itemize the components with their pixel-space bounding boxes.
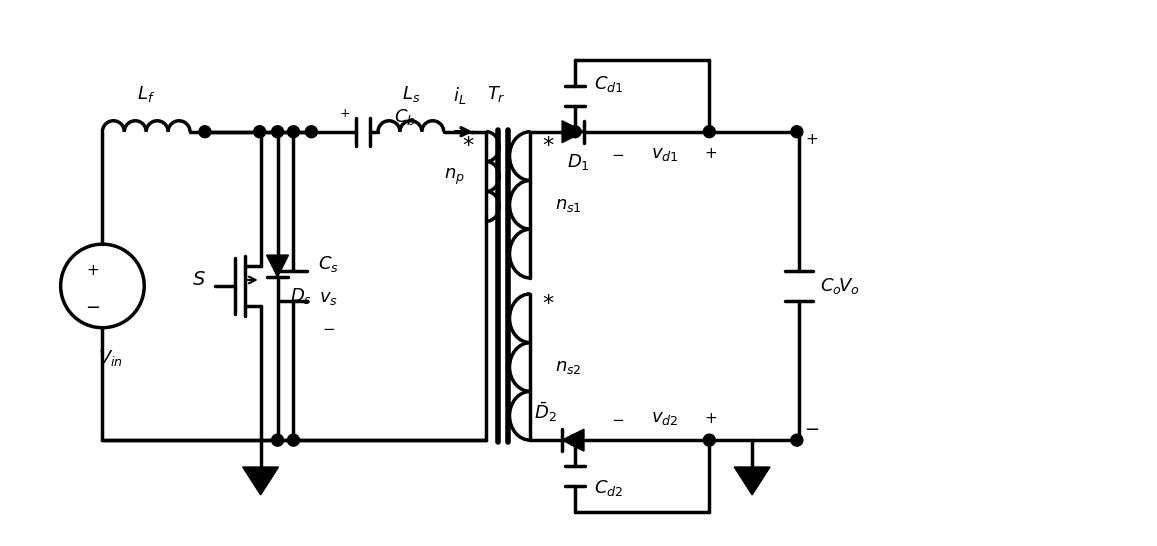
Text: $+$: $+$ (703, 411, 717, 426)
Polygon shape (266, 255, 288, 277)
Text: $n_p$: $n_p$ (444, 167, 465, 187)
Polygon shape (243, 467, 279, 495)
Circle shape (287, 126, 300, 138)
Text: $\bar{D}_2$: $\bar{D}_2$ (533, 400, 557, 424)
Circle shape (253, 126, 266, 138)
Circle shape (199, 126, 211, 138)
Text: $T_r$: $T_r$ (487, 84, 506, 104)
Text: $-$: $-$ (611, 146, 625, 161)
Text: $C_b$: $C_b$ (393, 107, 415, 127)
Text: $L_f$: $L_f$ (138, 84, 155, 104)
Text: $*$: $*$ (463, 134, 474, 153)
Text: $-$: $-$ (84, 297, 100, 315)
Text: $-$: $-$ (611, 411, 625, 426)
Polygon shape (735, 467, 771, 495)
Circle shape (305, 126, 317, 138)
Text: $-$: $-$ (322, 320, 334, 335)
Text: $+$: $+$ (86, 263, 100, 277)
Text: $D_s$: $D_s$ (290, 286, 312, 306)
Text: $+$: $+$ (339, 108, 349, 120)
Text: $V_{in}$: $V_{in}$ (98, 348, 123, 367)
Polygon shape (562, 121, 584, 143)
Text: $C_{d2}$: $C_{d2}$ (595, 478, 624, 498)
Text: $C_{d1}$: $C_{d1}$ (595, 74, 624, 94)
Circle shape (272, 126, 283, 138)
Text: $-$: $-$ (804, 419, 819, 437)
Circle shape (703, 126, 715, 138)
Text: $*$: $*$ (541, 134, 554, 153)
Text: $C_o$: $C_o$ (820, 276, 841, 296)
Text: $C_s$: $C_s$ (318, 254, 339, 274)
Circle shape (569, 434, 581, 446)
Circle shape (287, 434, 300, 446)
Text: $S$: $S$ (192, 270, 206, 289)
Text: $*$: $*$ (541, 292, 554, 312)
Text: $n_{s2}$: $n_{s2}$ (554, 358, 582, 376)
Text: $L_s$: $L_s$ (401, 84, 420, 104)
Text: $+$: $+$ (805, 132, 818, 147)
Polygon shape (562, 429, 584, 451)
Text: $D_1$: $D_1$ (567, 152, 589, 171)
Circle shape (791, 126, 803, 138)
Text: $n_{s1}$: $n_{s1}$ (554, 196, 582, 214)
Circle shape (272, 434, 283, 446)
Text: $v_s$: $v_s$ (319, 289, 338, 307)
Text: $v_{d1}$: $v_{d1}$ (650, 145, 678, 163)
Circle shape (703, 434, 715, 446)
Circle shape (791, 434, 803, 446)
Text: $i_L$: $i_L$ (454, 85, 466, 106)
Circle shape (569, 126, 581, 138)
Text: $+$: $+$ (703, 146, 717, 161)
Text: $V_o$: $V_o$ (838, 276, 860, 296)
Text: $v_{d2}$: $v_{d2}$ (651, 410, 678, 428)
